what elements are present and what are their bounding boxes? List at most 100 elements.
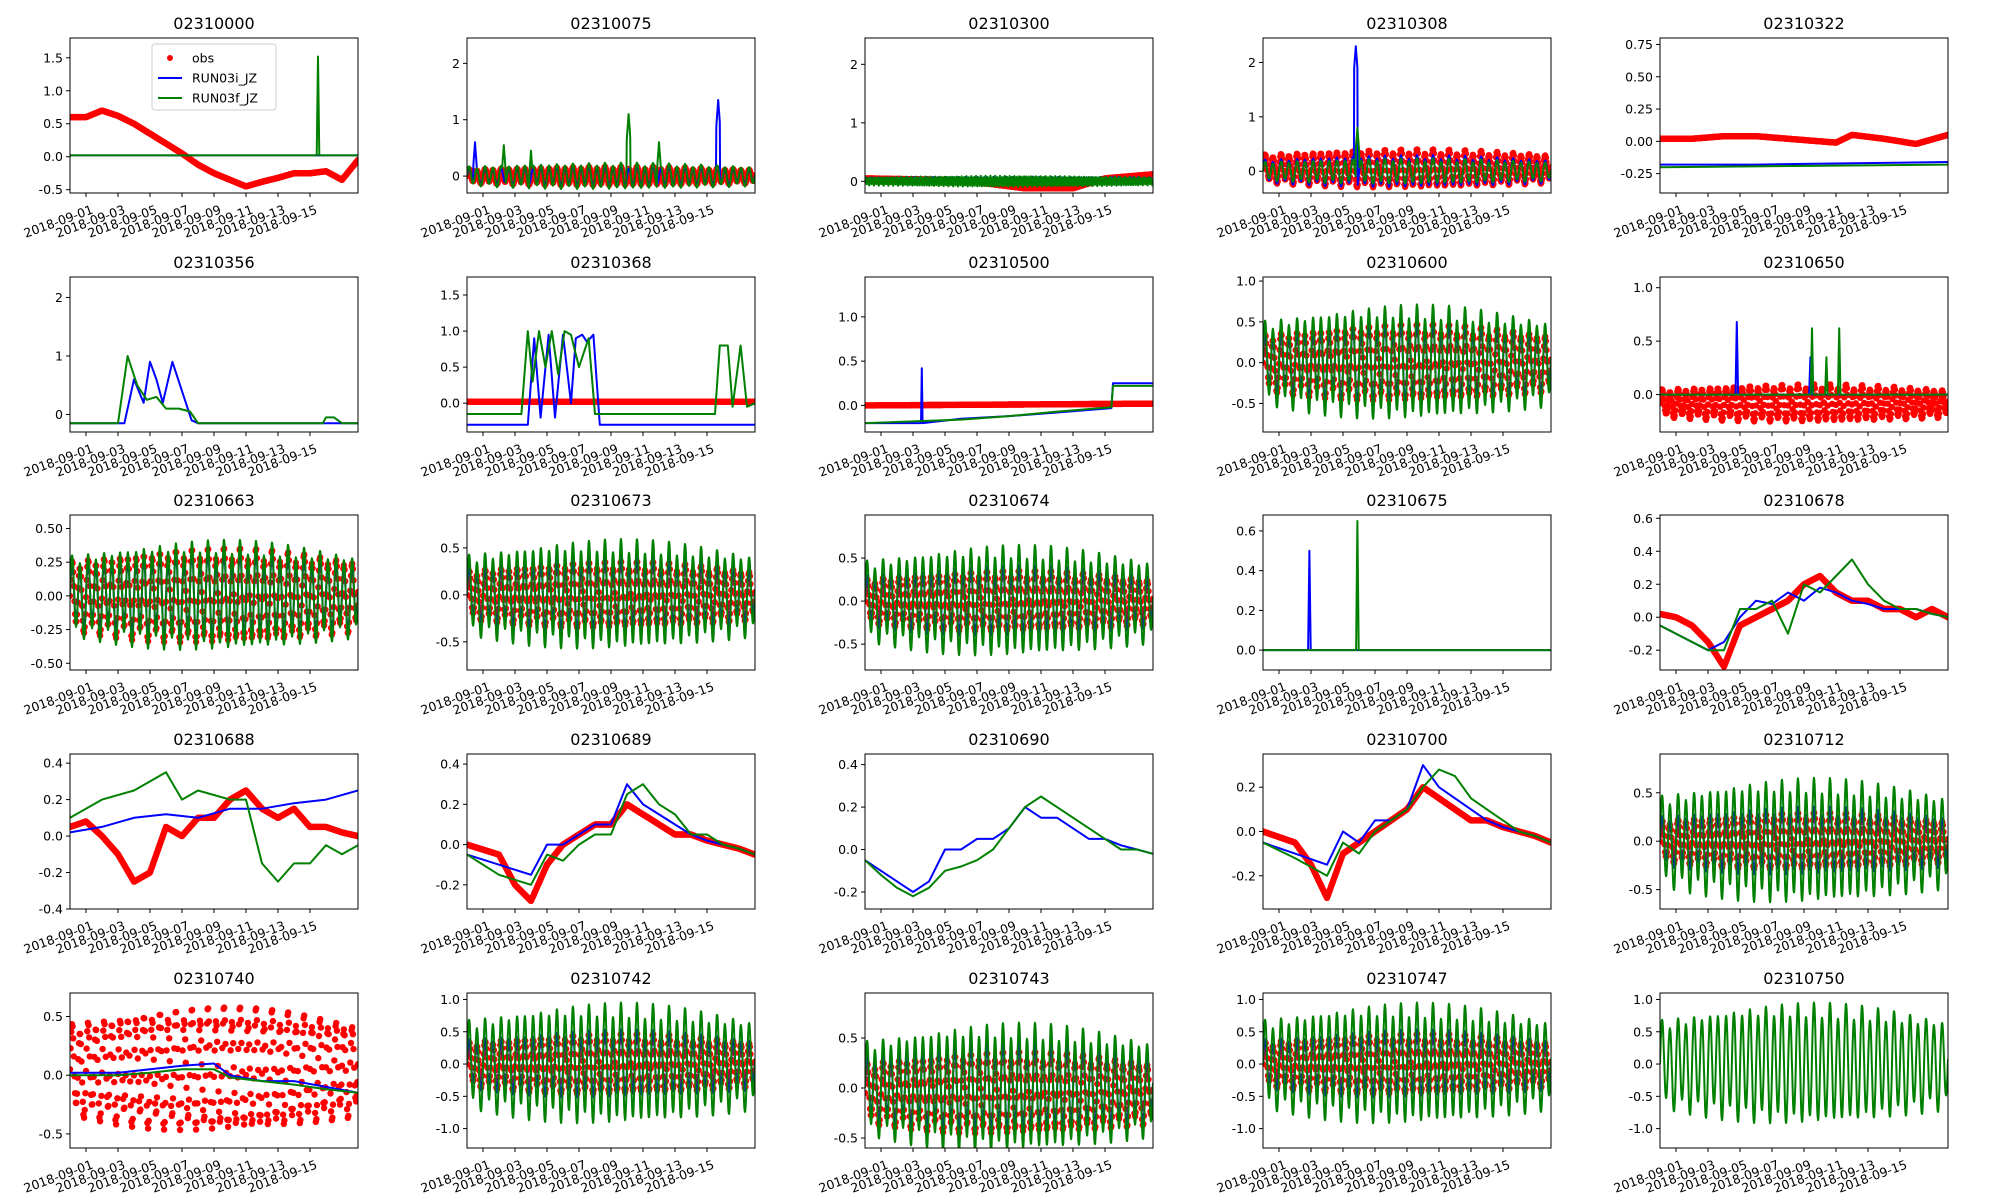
y-tick-label: 0	[55, 407, 63, 422]
plot-area	[1260, 46, 1554, 190]
series-RUN03f_JZ	[865, 176, 1153, 187]
obs-point	[1768, 410, 1774, 416]
obs-point	[1776, 409, 1782, 415]
y-tick-label: -0.25	[1621, 166, 1653, 181]
plot-area	[464, 539, 758, 649]
subplot-02310600: 02310600-0.50.00.51.02018-09-012018-09-0…	[1215, 253, 1555, 480]
y-tick-label: 1	[1248, 109, 1256, 124]
series-RUN03i_JZ	[1660, 322, 1948, 395]
y-tick-label: 1.0	[1236, 274, 1256, 289]
subplot-02310650: 023106500.00.51.02018-09-012018-09-03201…	[1612, 253, 1952, 480]
obs-point	[1944, 404, 1950, 410]
axes-frame	[865, 38, 1153, 193]
obs-point	[1720, 409, 1726, 415]
obs-point	[1704, 414, 1710, 420]
y-tick-label: 1.5	[43, 50, 63, 65]
obs-point	[1696, 408, 1702, 414]
plot-area	[1657, 132, 1951, 168]
subplot-02310356: 023103560122018-09-012018-09-032018-09-0…	[22, 253, 358, 480]
subplot-02310000: 02310000-0.50.00.51.01.52018-09-012018-0…	[22, 14, 362, 241]
obs-point	[1816, 415, 1822, 421]
y-tick-label: 1	[452, 112, 460, 127]
series-RUN03f_JZ	[467, 114, 755, 189]
legend-marker	[167, 55, 173, 61]
y-tick-label: 0	[452, 169, 460, 184]
series-obs	[1657, 381, 1951, 425]
obs-point	[1792, 410, 1798, 416]
obs-point	[1764, 387, 1770, 393]
y-tick-label: 2	[1248, 55, 1256, 70]
y-tick-label: -0.5	[39, 182, 63, 197]
obs-point	[1876, 386, 1882, 392]
y-tick-label: 2	[452, 56, 460, 71]
y-tick-label: -0.50	[31, 656, 63, 671]
subplot-02310673: 02310673-0.50.00.52018-09-012018-09-0320…	[419, 491, 759, 718]
plot-area	[464, 100, 758, 189]
plot-area	[1260, 304, 1554, 418]
y-tick-label: 0.5	[43, 116, 63, 131]
subplot-02310308: 023103080122018-09-012018-09-032018-09-0…	[1215, 14, 1555, 241]
subplot-title: 02310000	[173, 14, 254, 33]
obs-point	[1784, 410, 1790, 416]
obs-point	[1688, 408, 1694, 414]
obs-point	[1672, 407, 1678, 413]
axes-frame	[1660, 38, 1948, 193]
obs-point	[1892, 386, 1898, 392]
obs-point	[1796, 385, 1802, 391]
obs-point	[1860, 385, 1866, 391]
obs-point	[1752, 416, 1758, 422]
subplot-02310075: 023100750122018-09-012018-09-032018-09-0…	[419, 14, 759, 241]
y-tick-label: 0	[850, 174, 858, 189]
y-tick-label: 1.0	[43, 83, 63, 98]
series-RUN03f_JZ	[70, 356, 358, 423]
subplot-02310663: 02310663-0.50-0.250.000.250.502018-09-01…	[22, 491, 362, 718]
obs-point	[1832, 415, 1838, 421]
y-tick-label: 0.0	[1633, 387, 1653, 402]
subplot-title: 02310075	[570, 14, 651, 33]
plot-area	[862, 368, 1156, 423]
axes-frame	[70, 277, 358, 432]
subplot-title: 02310368	[570, 253, 651, 272]
y-tick-label: 0.00	[1625, 134, 1653, 149]
subplot-02310300: 023103000122018-09-012018-09-032018-09-0…	[817, 14, 1157, 241]
obs-point	[1676, 390, 1682, 396]
y-tick-label: -0.5	[1232, 396, 1256, 411]
plot-area	[862, 171, 1156, 191]
obs-point	[1744, 408, 1750, 414]
obs-point	[1736, 410, 1742, 416]
obs-point	[1704, 409, 1710, 415]
obs-point	[1736, 416, 1742, 422]
subplot-title: 02310600	[1366, 253, 1447, 272]
y-tick-label: -0.25	[31, 622, 63, 637]
plot-area	[1657, 322, 1951, 425]
axes-frame	[467, 277, 755, 432]
subplot-title: 02310308	[1366, 14, 1447, 33]
subplot-title: 02310673	[570, 491, 651, 510]
y-tick-label: 0.0	[440, 396, 460, 411]
y-tick-label: 0.50	[1625, 69, 1653, 84]
y-tick-label: 0.5	[1633, 334, 1653, 349]
series-obs	[464, 399, 758, 405]
y-tick-label: 2	[850, 57, 858, 72]
series-RUN03i_JZ	[70, 362, 358, 423]
y-tick-label: 1.0	[1633, 280, 1653, 295]
plot-area	[67, 540, 361, 650]
y-tick-label: 0.75	[1625, 37, 1653, 52]
obs-point	[1720, 415, 1726, 421]
subplot-02310500: 023105000.00.51.02018-09-012018-09-03201…	[817, 253, 1157, 480]
plot-area	[464, 331, 758, 425]
subplot-title: 02310322	[1763, 14, 1844, 33]
y-tick-label: 0.25	[35, 555, 63, 570]
obs-point	[1920, 411, 1926, 417]
legend-label: RUN03f_JZ	[192, 91, 258, 106]
y-tick-label: 0.5	[440, 360, 460, 375]
obs-point	[1800, 416, 1806, 422]
obs-point	[1888, 411, 1894, 417]
obs-point	[1748, 387, 1754, 393]
obs-point	[1872, 411, 1878, 417]
y-tick-label: 0.0	[43, 149, 63, 164]
obs-point	[1768, 416, 1774, 422]
